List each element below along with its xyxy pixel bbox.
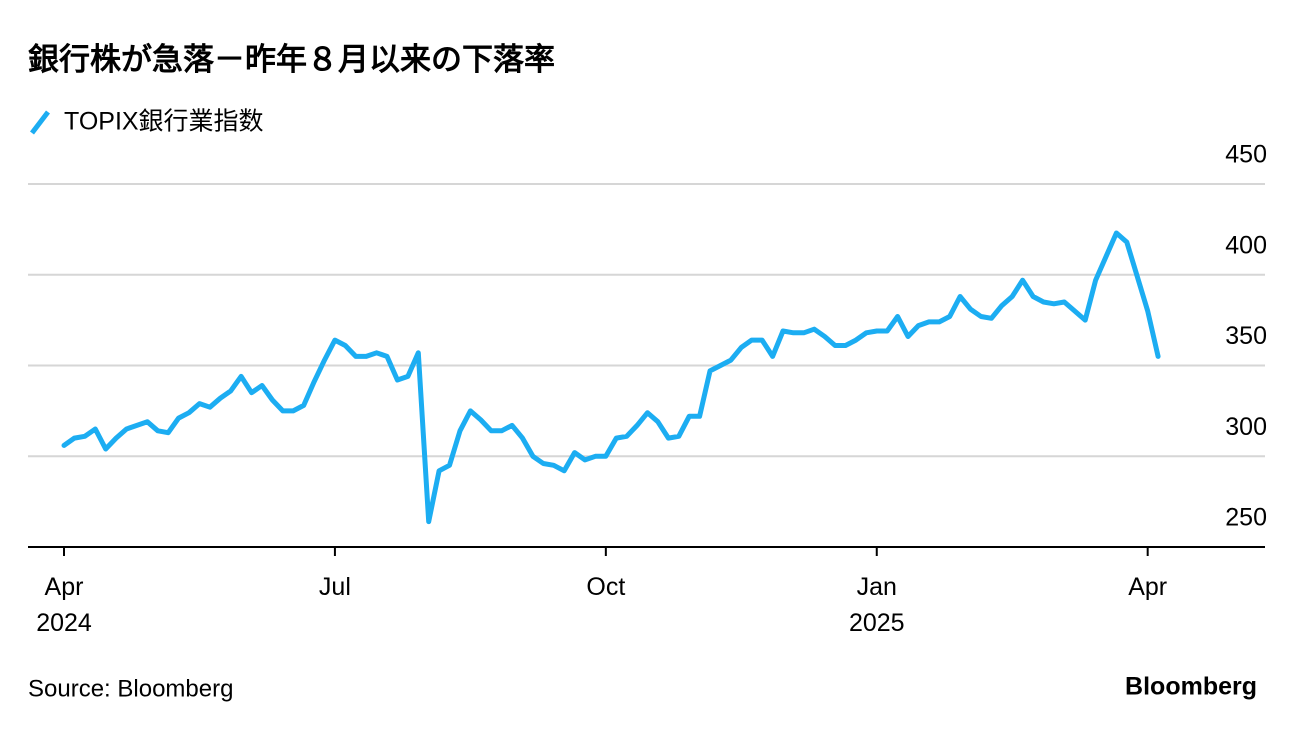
legend-label: TOPIX銀行業指数 bbox=[64, 108, 264, 136]
y-tick-label: 300 bbox=[1225, 413, 1267, 441]
x-tick-label: Apr bbox=[1128, 573, 1168, 601]
brand-logo: Bloomberg bbox=[1125, 673, 1257, 701]
x-tick-label: Apr 2024 bbox=[36, 573, 92, 637]
y-tick-label: 450 bbox=[1225, 141, 1267, 169]
x-tick-label: Jul bbox=[318, 573, 351, 601]
legend-icon bbox=[30, 110, 50, 135]
source: Source: Bloomberg bbox=[28, 675, 233, 702]
chart-title: 銀行株が急落－昨年８月以来の下落率 bbox=[28, 42, 555, 77]
x-tick-label: Oct bbox=[586, 573, 626, 601]
y-tick-label: 400 bbox=[1225, 231, 1267, 259]
x-tick-label: Jan 2025 bbox=[848, 573, 905, 637]
y-tick-label: 250 bbox=[1225, 504, 1267, 532]
y-tick-label: 350 bbox=[1225, 322, 1267, 350]
data-line bbox=[61, 230, 1161, 525]
